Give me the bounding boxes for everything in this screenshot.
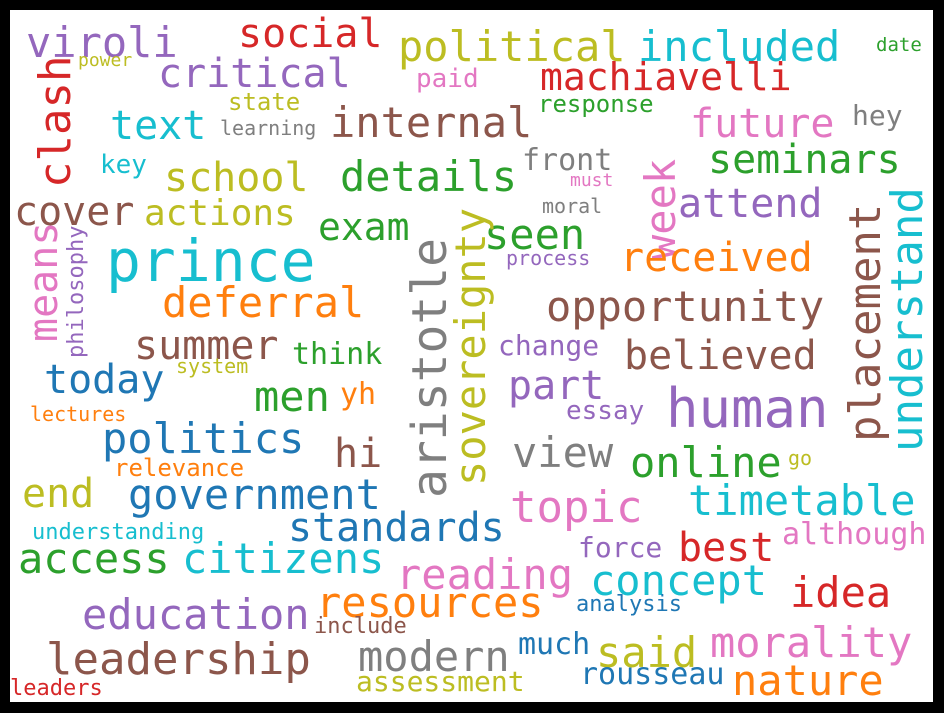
word-leaders: leaders [10, 676, 103, 701]
word-include: include [314, 614, 407, 639]
word-must: must [570, 170, 614, 191]
word-included: included [638, 22, 841, 71]
word-men: men [254, 372, 330, 421]
word-relevance: relevance [114, 454, 245, 482]
word-part: part [508, 363, 605, 409]
word-think: think [292, 337, 383, 372]
word-exam: exam [318, 205, 410, 249]
word-moral: moral [542, 194, 603, 218]
word-seminars: seminars [708, 137, 901, 183]
word-cover: cover [14, 189, 135, 235]
word-opportunity: opportunity [546, 282, 825, 331]
word-paid: paid [416, 64, 479, 94]
word-attend: attend [678, 181, 823, 227]
word-leadership: leadership [46, 634, 311, 685]
word-response: response [538, 90, 654, 118]
word-essay: essay [566, 396, 645, 426]
word-learning: learning [220, 116, 317, 140]
word-access: access [18, 534, 170, 583]
word-cloud: viroli social political included date power cr… [10, 10, 933, 702]
word-believed: believed [624, 333, 817, 379]
word-rousseau: rousseau [580, 657, 725, 692]
word-said: said [596, 628, 698, 677]
word-morality: morality [710, 618, 913, 667]
word-seen: seen [484, 210, 586, 259]
word-future: future [690, 101, 835, 147]
word-school: school [164, 155, 309, 201]
word-deferral: deferral [162, 278, 365, 327]
word-analysis: analysis [576, 592, 682, 617]
word-government: government [128, 470, 381, 519]
word-education: education [82, 590, 310, 639]
word-machiavelli: machiavelli [540, 55, 792, 99]
word-today: today [44, 357, 165, 403]
word-although: although [782, 517, 927, 552]
word-timetable: timetable [688, 476, 916, 525]
word-social: social [238, 11, 383, 57]
word-key: key [100, 150, 147, 180]
word-details: details [340, 152, 518, 201]
word-best: best [678, 525, 775, 571]
word-philosophy: philosophy [64, 225, 89, 358]
word-view: view [512, 428, 614, 477]
word-standards: standards [288, 505, 505, 551]
word-resources: resources [316, 578, 544, 627]
word-much: much [518, 627, 591, 662]
word-force: force [578, 531, 663, 564]
word-prince: prince [106, 227, 316, 295]
word-yh: yh [340, 377, 377, 412]
word-internal: internal [330, 98, 533, 147]
word-change: change [498, 329, 600, 362]
word-viroli: viroli [26, 18, 178, 67]
word-date: date [876, 34, 922, 56]
word-reading: reading [396, 550, 574, 599]
word-topic: topic [510, 482, 643, 533]
word-understand: understand [882, 187, 933, 452]
word-process: process [506, 246, 591, 270]
word-lectures: lectures [30, 402, 127, 426]
word-end: end [22, 471, 95, 517]
word-concept: concept [590, 556, 768, 605]
word-nature: nature [732, 656, 884, 702]
word-human: human [666, 377, 829, 440]
word-political: political [398, 22, 626, 71]
word-power: power [78, 50, 133, 71]
word-text: text [110, 103, 207, 149]
word-understanding: understanding [32, 520, 205, 545]
word-idea: idea [790, 568, 892, 617]
word-state: state [228, 88, 301, 116]
word-system: system [176, 354, 249, 378]
word-aristotle: aristotle [402, 237, 458, 498]
word-critical: critical [158, 51, 351, 97]
word-means: means [21, 221, 67, 342]
word-summer: summer [134, 323, 279, 369]
word-assessment: assessment [356, 665, 525, 698]
word-front: front [522, 143, 613, 178]
word-citizens: citizens [182, 534, 385, 583]
word-actions: actions [144, 193, 296, 234]
word-modern: modern [358, 632, 510, 681]
word-received: received [620, 235, 813, 281]
word-hey: hey [852, 99, 903, 132]
word-politics: politics [102, 414, 305, 463]
word-go: go [788, 446, 813, 470]
word-clash: clash [30, 55, 81, 188]
word-hi: hi [334, 431, 383, 477]
word-online: online [630, 438, 782, 487]
